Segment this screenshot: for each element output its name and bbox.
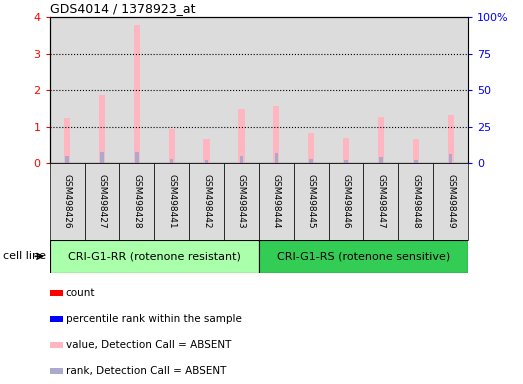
Bar	[224, 17, 259, 163]
Bar	[310, 159, 313, 163]
Text: CRI-G1-RR (rotenone resistant): CRI-G1-RR (rotenone resistant)	[68, 251, 241, 262]
Text: cell line: cell line	[3, 251, 46, 262]
Bar	[170, 159, 174, 163]
Bar	[433, 163, 468, 240]
Text: GSM498428: GSM498428	[132, 174, 141, 229]
Text: GSM498441: GSM498441	[167, 174, 176, 229]
Bar	[50, 342, 63, 348]
Bar	[168, 129, 175, 163]
Bar	[414, 160, 417, 163]
Bar	[344, 160, 348, 163]
Text: GSM498448: GSM498448	[411, 174, 420, 229]
Text: GSM498447: GSM498447	[377, 174, 385, 229]
Bar	[259, 163, 294, 240]
Bar	[154, 163, 189, 240]
Text: GSM498427: GSM498427	[97, 174, 107, 229]
Bar	[273, 106, 279, 163]
Bar	[99, 94, 105, 163]
Bar	[399, 163, 433, 240]
Bar	[85, 17, 119, 163]
Bar	[449, 154, 452, 163]
Text: GSM498426: GSM498426	[63, 174, 72, 229]
Bar	[189, 17, 224, 163]
Text: count: count	[66, 288, 95, 298]
Bar	[65, 156, 69, 163]
Bar	[328, 17, 363, 163]
Bar	[294, 163, 328, 240]
Text: rank, Detection Call = ABSENT: rank, Detection Call = ABSENT	[66, 366, 226, 376]
Text: CRI-G1-RS (rotenone sensitive): CRI-G1-RS (rotenone sensitive)	[277, 251, 450, 262]
Bar	[50, 240, 259, 273]
Text: GSM498449: GSM498449	[446, 174, 455, 229]
Text: GDS4014 / 1378923_at: GDS4014 / 1378923_at	[50, 2, 195, 15]
Bar	[154, 17, 189, 163]
Bar	[379, 157, 383, 163]
Bar	[308, 133, 314, 163]
Bar	[50, 17, 85, 163]
Text: percentile rank within the sample: percentile rank within the sample	[66, 314, 242, 324]
Bar	[399, 17, 433, 163]
Text: GSM498446: GSM498446	[342, 174, 350, 229]
Bar	[100, 152, 104, 163]
Bar	[85, 163, 119, 240]
Bar	[448, 115, 454, 163]
Text: GSM498443: GSM498443	[237, 174, 246, 229]
Bar	[343, 138, 349, 163]
Bar	[275, 153, 278, 163]
Bar	[259, 240, 468, 273]
Bar	[50, 290, 63, 296]
Bar	[205, 160, 208, 163]
Bar	[224, 163, 259, 240]
Bar	[294, 17, 328, 163]
Bar	[238, 109, 245, 163]
Bar	[50, 368, 63, 374]
Bar	[64, 118, 70, 163]
Bar	[50, 163, 85, 240]
Bar	[119, 163, 154, 240]
Bar	[363, 163, 399, 240]
Text: GSM498444: GSM498444	[272, 174, 281, 229]
Bar	[240, 156, 243, 163]
Text: GSM498442: GSM498442	[202, 174, 211, 229]
Bar	[119, 17, 154, 163]
Bar	[189, 163, 224, 240]
Bar	[433, 17, 468, 163]
Bar	[50, 316, 63, 322]
Bar	[363, 17, 399, 163]
Bar	[135, 152, 139, 163]
Text: value, Detection Call = ABSENT: value, Detection Call = ABSENT	[66, 340, 231, 350]
Bar	[378, 116, 384, 163]
Bar	[259, 17, 294, 163]
Bar	[203, 139, 210, 163]
Bar	[328, 163, 363, 240]
Bar	[134, 25, 140, 163]
Text: GSM498445: GSM498445	[306, 174, 316, 229]
Bar	[413, 139, 419, 163]
